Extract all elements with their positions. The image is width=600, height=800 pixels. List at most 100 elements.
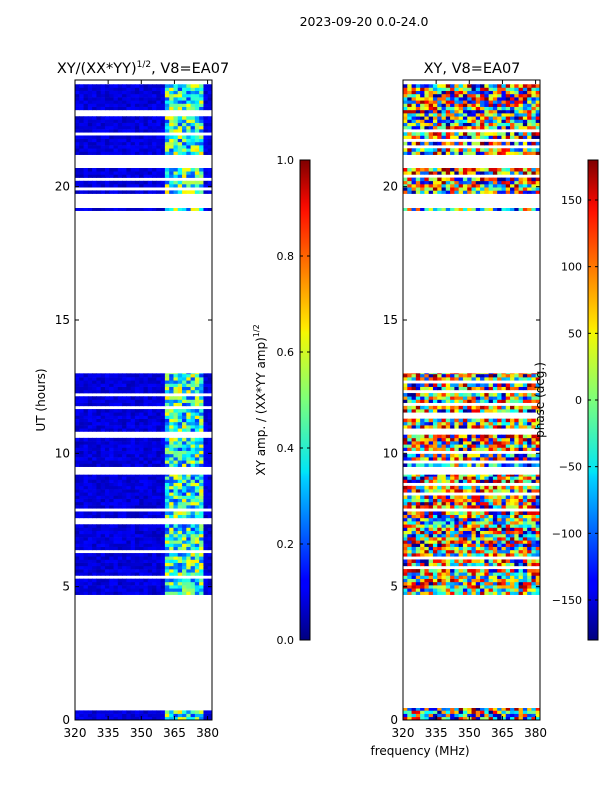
heatmap-cell [190,138,196,143]
heatmap-cell [535,572,540,576]
heatmap-cell [126,460,132,464]
heatmap-cell [92,116,98,120]
heatmap-cell [164,148,170,152]
heatmap-cell [518,559,524,563]
heatmap-cell [505,386,511,391]
heatmap-cell [173,460,179,464]
heatmap-cell [522,708,528,711]
heatmap-cell [79,476,85,480]
heatmap-cell [160,527,166,531]
heatmap-cell [79,190,85,194]
heatmap-cell [415,434,421,439]
heatmap-cell [152,501,157,506]
heatmap-cell [527,373,533,378]
heatmap-cell [518,517,524,522]
heatmap-cell [445,511,451,515]
heatmap-cell [531,474,537,477]
heatmap-cell [497,476,503,480]
heatmap-cell [96,546,102,551]
heatmap-cell [160,84,166,88]
heatmap-cell [203,402,209,407]
heatmap-cell [139,485,145,490]
heatmap-cell [531,708,537,711]
heatmap-cell [182,122,187,127]
heatmap-cell [104,543,110,547]
heatmap-cell [147,100,153,104]
heatmap-cell [190,383,196,387]
heatmap-cell [445,479,451,483]
heatmap-cell [104,409,110,413]
heatmap-cell [403,505,408,509]
heatmap-cell [96,569,102,573]
heatmap-cell [441,476,447,480]
heatmap-cell [535,393,540,397]
heatmap-cell [83,505,89,509]
heatmap-cell [190,498,196,503]
heatmap-cell [104,444,110,448]
heatmap-cell [160,373,166,378]
heatmap-cell [484,511,490,515]
heatmap-cell [96,710,102,714]
heatmap-cell [480,575,485,579]
heatmap-cell [143,116,149,120]
heatmap-cell [484,386,490,391]
heatmap-cell [152,527,157,531]
heatmap-cell [480,184,485,188]
heatmap-cell [75,428,80,432]
heatmap-cell [143,713,149,718]
heatmap-cell [407,521,413,525]
heatmap-cell [450,511,455,515]
heatmap-cell [505,710,511,714]
heatmap-cell [514,190,520,194]
heatmap-cell [177,524,183,528]
heatmap-cell [454,549,460,554]
heatmap-cell [173,373,179,378]
heatmap-cell [471,524,477,528]
heatmap-cell [445,716,451,720]
heatmap-cell [87,135,93,139]
heatmap-cell [75,116,80,120]
heatmap-cell [420,559,426,563]
heatmap-cell [484,476,490,480]
heatmap-cell [505,588,511,592]
heatmap-cell [518,581,524,586]
heatmap-cell [488,546,494,551]
heatmap-cell [467,498,473,503]
heatmap-cell [415,457,421,461]
heatmap-cell [109,463,115,467]
heatmap-cell [113,527,119,531]
heatmap-cell [177,476,183,480]
heatmap-cell [126,476,132,480]
heatmap-cell [420,716,426,720]
heatmap-cell [437,444,443,448]
heatmap-cell [117,97,123,101]
heatmap-cell [117,373,123,375]
heatmap-cell [450,530,455,535]
heatmap-cell [510,377,515,381]
heatmap-cell [505,511,511,515]
heatmap-cell [492,530,498,535]
heatmap-cell [109,479,115,483]
heatmap-cell [535,187,540,191]
heatmap-cell [527,479,533,483]
heatmap-cell [475,527,481,531]
heatmap-cell [454,425,460,429]
heatmap-cell [104,171,110,175]
heatmap-cell [87,418,93,423]
heatmap-cell [100,463,106,467]
heatmap-cell [79,511,85,515]
heatmap-cell [160,428,166,432]
heatmap-cell [432,546,438,551]
heatmap-cell [407,713,413,718]
heatmap-cell [432,447,438,451]
heatmap-cell [147,184,153,188]
heatmap-cell [109,533,115,538]
heatmap-cell [130,380,136,384]
heatmap-cell [117,514,123,519]
heatmap-cell [113,180,119,185]
heatmap-cell [535,562,540,567]
heatmap-cell [411,184,417,188]
heatmap-cell [164,444,170,448]
heatmap-cell [177,482,183,487]
heatmap-cell [510,514,515,519]
